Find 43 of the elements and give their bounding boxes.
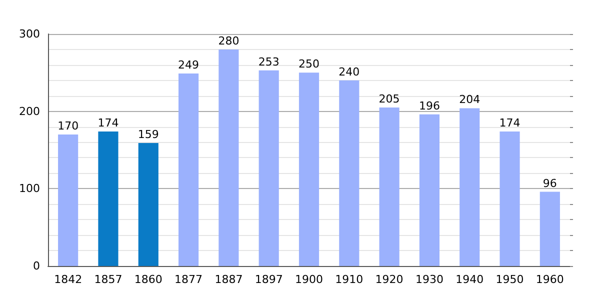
data-label: 204 bbox=[459, 93, 480, 106]
bar bbox=[419, 114, 440, 266]
y-tick-label: 0 bbox=[33, 260, 40, 272]
bar bbox=[58, 134, 78, 266]
x-tick-label: 1930 bbox=[415, 273, 444, 286]
y-tick-label: 200 bbox=[19, 104, 40, 118]
data-label: 280 bbox=[218, 34, 240, 48]
bar bbox=[258, 70, 279, 266]
bar bbox=[500, 131, 520, 266]
x-tick-label: 1897 bbox=[254, 273, 283, 286]
y-tick-label: 300 bbox=[19, 28, 40, 40]
bar bbox=[339, 80, 360, 266]
x-tick-label: 1950 bbox=[496, 273, 524, 286]
bar bbox=[98, 131, 118, 266]
bar bbox=[460, 108, 480, 266]
data-label: 96 bbox=[542, 176, 557, 190]
bar bbox=[178, 73, 199, 266]
bar bbox=[138, 143, 158, 266]
x-tick-label: 1910 bbox=[335, 273, 364, 286]
data-label: 205 bbox=[378, 92, 400, 106]
x-tick-label: 1860 bbox=[134, 273, 162, 286]
bar bbox=[379, 107, 400, 266]
y-tick-label: 100 bbox=[19, 182, 40, 196]
x-tick-label: 1857 bbox=[94, 273, 122, 286]
bar bbox=[298, 72, 320, 266]
data-label: 174 bbox=[499, 116, 520, 130]
data-label: 249 bbox=[178, 58, 200, 72]
x-tick-label: 1887 bbox=[214, 273, 243, 286]
bar bbox=[540, 192, 560, 266]
data-label: 170 bbox=[58, 120, 79, 133]
x-tick-label: 1900 bbox=[295, 273, 323, 286]
x-tick-label: 1920 bbox=[375, 273, 404, 286]
data-label: 253 bbox=[258, 55, 280, 68]
bar bbox=[218, 49, 239, 266]
data-label: 159 bbox=[138, 128, 159, 142]
data-label: 196 bbox=[418, 99, 440, 112]
x-tick-label: 1877 bbox=[174, 273, 203, 286]
data-label: 174 bbox=[98, 116, 119, 130]
x-tick-label: 1940 bbox=[456, 273, 484, 286]
x-tick-label: 1842 bbox=[54, 273, 82, 286]
data-label: 240 bbox=[338, 65, 360, 78]
data-label: 250 bbox=[298, 58, 320, 71]
x-tick-label: 1960 bbox=[536, 273, 564, 286]
